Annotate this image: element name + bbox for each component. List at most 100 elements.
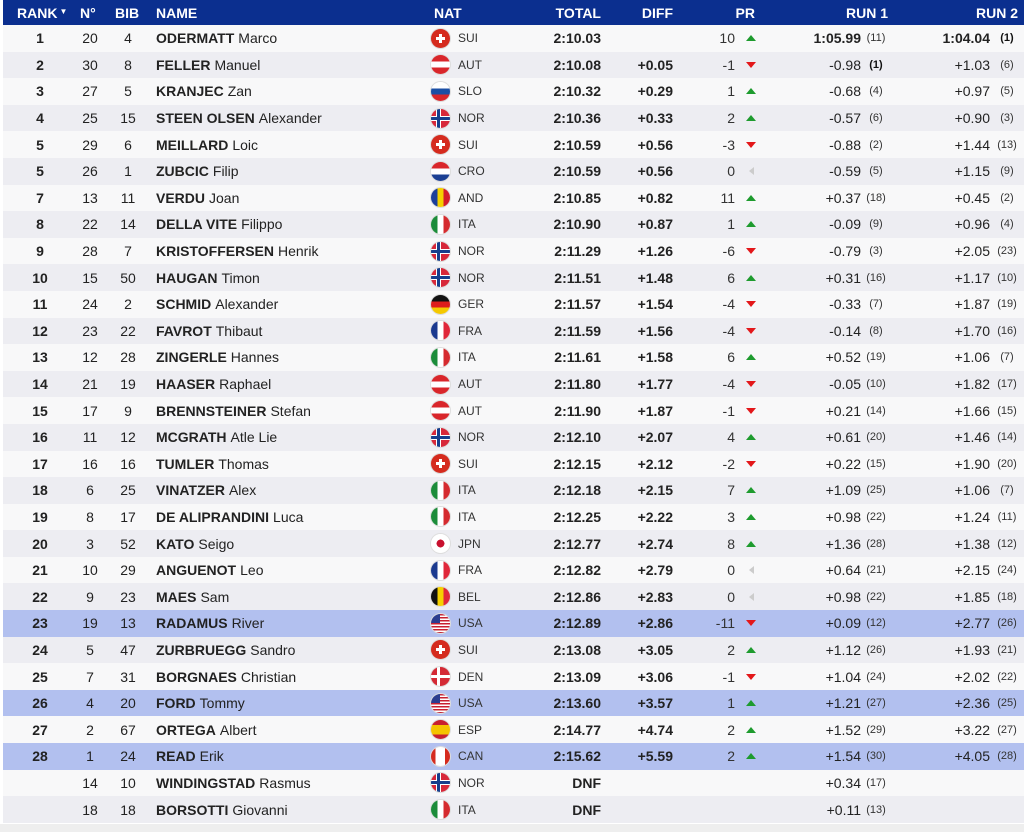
table-row[interactable]: 14 21 19 HAASER Raphael AUT 2:11.80 +1.77 -4 -0.0… (3, 370, 1024, 398)
table-row[interactable]: 20 3 52 KATO Seigo JPN 2:12.77 +2.74 8 +1.36 (28) +… (3, 530, 1024, 557)
table-row[interactable]: 1 20 4 ODERMATT Marco SUI 2:10.03 10 1:05.99 (11)… (3, 25, 1024, 52)
run1-time: -0.79 (829, 243, 861, 260)
table-row[interactable]: 14 10 WINDINGSTAD Rasmus NOR DNF +0.34 (17) (3, 769, 1024, 797)
athlete-name[interactable]: VERDU Joan (156, 185, 239, 212)
run2-rank: (9) (1000, 165, 1014, 178)
col-no-header[interactable]: N° (80, 4, 96, 21)
athlete-name[interactable]: ODERMATT Marco (156, 25, 277, 52)
rank: 1 (36, 30, 44, 47)
table-row[interactable]: 25 7 31 BORGNAES Christian DEN 2:13.09 +3.06 -1 +… (3, 663, 1024, 690)
table-row[interactable]: 2 30 8 FELLER Manuel AUT 2:10.08 +0.05 -1 -0.98 (1… (3, 51, 1024, 79)
table-row[interactable]: 18 18 BORSOTTI Giovanni ITA DNF +0.11 (13) (3, 796, 1024, 823)
athlete-name[interactable]: STEEN OLSEN Alexander (156, 105, 322, 132)
athlete-name[interactable]: KRISTOFFERSEN Henrik (156, 238, 318, 265)
last-name: DELLA VITE (156, 216, 238, 233)
col-run2-header[interactable]: RUN 2 (975, 4, 1018, 21)
athlete-name[interactable]: READ Erik (156, 743, 224, 770)
bib: 10 (120, 774, 136, 791)
table-row[interactable]: 23 19 13 RADAMUS River USA 2:12.89 +2.86 -11 +0.0… (3, 610, 1024, 637)
table-row[interactable]: 5 26 1 ZUBCIC Filip CRO 2:10.59 +0.56 0 -0.59 (5) +… (3, 157, 1024, 185)
diff: +4.74 (637, 721, 673, 738)
table-row[interactable]: 15 17 9 BRENNSTEINER Stefan AUT 2:11.90 +1.87 -1… (3, 397, 1024, 424)
table-row[interactable]: 18 6 25 VINATZER Alex ITA 2:12.18 +2.15 7 +1.09 (2… (3, 477, 1024, 504)
table-row[interactable]: 10 15 50 HAUGAN Timon NOR 2:11.51 +1.48 6 +0.31 (1… (3, 264, 1024, 291)
athlete-name[interactable]: DE ALIPRANDINI Luca (156, 504, 303, 531)
flag-ita-icon (431, 344, 451, 371)
position-change: 7 (727, 482, 735, 499)
athlete-name[interactable]: FELLER Manuel (156, 52, 260, 79)
table-row[interactable]: 9 28 7 KRISTOFFERSEN Henrik NOR 2:11.29 +1.26 -6… (3, 237, 1024, 265)
table-row[interactable]: 22 9 23 MAES Sam BEL 2:12.86 +2.83 0 +0.98 (22) +1.… (3, 583, 1024, 611)
table-row[interactable]: 27 2 67 ORTEGA Albert ESP 2:14.77 +4.74 2 +1.52 (2… (3, 716, 1024, 744)
first-name: Filippo (241, 216, 283, 233)
run1-time: 1:05.99 (813, 30, 861, 47)
athlete-name[interactable]: RADAMUS River (156, 610, 264, 637)
athlete-name[interactable]: HAASER Raphael (156, 371, 271, 398)
first-name: Atle Lie (230, 429, 278, 446)
athlete-name[interactable]: FAVROT Thibaut (156, 318, 262, 345)
total-time: DNF (572, 774, 601, 791)
col-diff-header[interactable]: DIFF (641, 4, 673, 21)
athlete-name[interactable]: ZURBRUEGG Sandro (156, 637, 295, 664)
athlete-name[interactable]: MCGRATH Atle Lie (156, 424, 277, 451)
col-pr-header[interactable]: PR (735, 4, 755, 21)
athlete-name[interactable]: BRENNSTEINER Stefan (156, 397, 311, 424)
rank: 15 (32, 402, 48, 419)
athlete-name[interactable]: KRANJEC Zan (156, 78, 252, 105)
athlete-name[interactable]: WINDINGSTAD Rasmus (156, 770, 311, 797)
table-row[interactable]: 26 4 20 FORD Tommy USA 2:13.60 +3.57 1 +1.21 (27) +… (3, 689, 1024, 717)
athlete-name[interactable]: KATO Seigo (156, 530, 234, 557)
athlete-name[interactable]: BORSOTTI Giovanni (156, 796, 288, 823)
table-row[interactable]: 3 27 5 KRANJEC Zan SLO 2:10.32 +0.29 1 -0.68 (4) +0… (3, 78, 1024, 105)
athlete-name[interactable]: ORTEGA Albert (156, 716, 256, 743)
table-row[interactable]: 4 25 15 STEEN OLSEN Alexander NOR 2:10.36 +0.33… (3, 104, 1024, 132)
table-row[interactable]: 7 13 11 VERDU Joan AND 2:10.85 +0.82 11 +0.37 (18)… (3, 184, 1024, 212)
athlete-name[interactable]: FORD Tommy (156, 690, 245, 717)
table-row[interactable]: 16 11 12 MCGRATH Atle Lie NOR 2:12.10 +2.07 4 +0.… (3, 423, 1024, 451)
bib: 1 (124, 163, 132, 180)
athlete-name[interactable]: HAUGAN Timon (156, 264, 260, 291)
col-rank-header[interactable]: RANK ▼ (17, 4, 68, 21)
athlete-name[interactable]: VINATZER Alex (156, 477, 256, 504)
table-row[interactable]: 13 12 28 ZINGERLE Hannes ITA 2:11.61 +1.58 6 +0.5… (3, 344, 1024, 371)
athlete-name[interactable]: MEILLARD Loic (156, 131, 258, 158)
table-row[interactable]: 28 1 24 READ Erik CAN 2:15.62 +5.59 2 +1.54 (30) +4… (3, 743, 1024, 770)
run1-time: +0.31 (825, 269, 861, 286)
athlete-name[interactable]: ANGUENOT Leo (156, 557, 263, 584)
run1-time: +0.61 (825, 429, 861, 446)
athlete-name[interactable]: TUMLER Thomas (156, 451, 269, 478)
run1-time: +0.09 (825, 615, 861, 632)
col-name-header[interactable]: NAME (156, 4, 198, 21)
diff: +0.56 (637, 163, 673, 180)
table-row[interactable]: 8 22 14 DELLA VITE Filippo ITA 2:10.90 +0.87 1 -0… (3, 211, 1024, 238)
flag-nor-icon (431, 238, 451, 265)
position-change: 0 (727, 588, 735, 605)
bib: 23 (120, 588, 136, 605)
last-name: HAUGAN (156, 269, 218, 286)
col-run1-header[interactable]: RUN 1 (845, 4, 888, 21)
col-nat-header[interactable]: NAT (434, 4, 462, 21)
col-total-header[interactable]: TOTAL (555, 4, 601, 21)
athlete-name[interactable]: DELLA VITE Filippo (156, 211, 282, 238)
col-bib-header[interactable]: BIB (115, 4, 140, 21)
athlete-name[interactable]: ZUBCIC Filip (156, 158, 239, 185)
nation: AUT (458, 403, 482, 418)
table-row[interactable]: 5 29 6 MEILLARD Loic SUI 2:10.59 +0.56 -3 -0.88 (2… (3, 131, 1024, 158)
athlete-name[interactable]: BORGNAES Christian (156, 663, 296, 690)
table-row[interactable]: 21 10 29 ANGUENOT Leo FRA 2:12.82 +2.79 0 +0.64 (2… (3, 556, 1024, 584)
diff: +2.83 (637, 588, 673, 605)
table-row[interactable]: 24 5 47 ZURBRUEGG Sandro SUI 2:13.08 +3.05 2 +1.1… (3, 636, 1024, 664)
flag-fra-icon (431, 557, 451, 584)
position-change: 1 (727, 216, 735, 233)
rank: 24 (32, 641, 48, 658)
table-row[interactable]: 19 8 17 DE ALIPRANDINI Luca ITA 2:12.25 +2.22 3 +… (3, 503, 1024, 531)
athlete-name[interactable]: MAES Sam (156, 583, 229, 610)
run2-time: 1:04.04 (942, 30, 990, 47)
athlete-name[interactable]: ZINGERLE Hannes (156, 344, 279, 371)
flag-jpn-icon (431, 530, 451, 557)
trend-up-icon (744, 743, 758, 770)
athlete-name[interactable]: SCHMID Alexander (156, 291, 278, 318)
table-row[interactable]: 12 23 22 FAVROT Thibaut FRA 2:11.59 +1.56 -4 -0.1… (3, 317, 1024, 345)
table-row[interactable]: 17 16 16 TUMLER Thomas SUI 2:12.15 +2.12 -2 +0.22… (3, 450, 1024, 478)
table-row[interactable]: 11 24 2 SCHMID Alexander GER 2:11.57 +1.54 -4 -0.… (3, 290, 1024, 318)
